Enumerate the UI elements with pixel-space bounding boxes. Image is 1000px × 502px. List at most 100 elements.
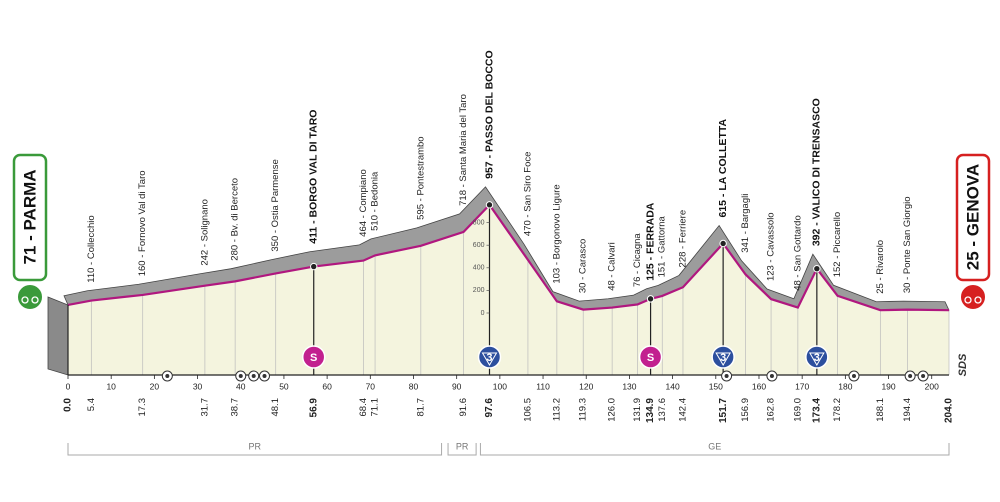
waypoint-label-bold: 411 - BORGO VAL DI TARO	[308, 110, 320, 244]
waypoint-label: 228 - Ferriere	[677, 210, 688, 268]
km-label: 169.0	[792, 398, 803, 422]
region-bracket	[67, 443, 443, 456]
region-bracket	[447, 443, 477, 456]
waypoint-dot	[646, 295, 655, 303]
x-tick-label: 120	[579, 381, 593, 391]
y-tick-label: 400	[473, 265, 485, 272]
waypoint-label: 30 - Ponte San Giorgio	[902, 196, 913, 293]
climb-icon	[481, 352, 498, 366]
waypoint-label: 103 - Borgonovo Ligure	[551, 184, 562, 283]
km-label: 5.4	[86, 398, 97, 411]
region-label: PR	[249, 441, 262, 451]
waypoint-label-bold: 615 - LA COLLETTA	[717, 119, 729, 218]
waypoint-label: 350 - Ostia Parmense	[270, 159, 281, 251]
x-tick-label: 160	[752, 381, 766, 391]
region-bracket	[479, 443, 950, 456]
point-icon-core	[921, 374, 926, 378]
y-tick-label: 800	[473, 219, 485, 226]
x-tick-label: 20	[150, 381, 160, 391]
km-label: 81.7	[415, 398, 426, 417]
point-icon-core	[851, 374, 856, 378]
point-icon-core	[251, 374, 256, 378]
climb-label: 3	[814, 352, 820, 364]
climb-label: 3	[486, 352, 492, 364]
sprint-label: S	[647, 352, 654, 364]
km-label: 151.7	[718, 398, 729, 423]
km-label: 38.7	[230, 398, 241, 417]
km-label: 56.9	[308, 398, 319, 418]
x-tick-label: 30	[193, 381, 203, 391]
waypoint-label: 30 - Carasco	[578, 239, 589, 293]
km-label: 204.0	[944, 398, 955, 423]
region-label: GE	[708, 441, 721, 451]
km-label: 156.9	[740, 398, 751, 422]
sprint-label: S	[310, 352, 317, 364]
waypoint-label: 152 - Piccarello	[832, 212, 843, 277]
point-icon-core	[262, 374, 267, 378]
km-label: 106.5	[522, 398, 533, 422]
km-label: 68.4	[358, 398, 369, 417]
climb-marker	[711, 345, 735, 369]
start-icon	[16, 283, 44, 311]
km-label: 119.3	[578, 398, 589, 421]
waypoint-label: 341 - Bargagli	[740, 194, 751, 253]
y-tick-label: 200	[473, 287, 485, 294]
x-tick-label: 140	[666, 381, 680, 391]
point-icon-core	[724, 374, 729, 378]
waypoint-dot	[719, 239, 727, 248]
waypoint-label: 123 - Cavassolo	[766, 212, 777, 281]
start-box	[12, 153, 48, 282]
waypoint-label-bold: 125 - FERRADA	[644, 202, 656, 281]
climb-icon	[715, 352, 732, 366]
sponsor-logo: SDS	[957, 353, 969, 376]
km-label: 126.0	[607, 398, 618, 422]
waypoint-label: 151 - Gattorna	[657, 215, 668, 277]
km-label: 0.0	[63, 398, 74, 412]
km-label: 134.9	[645, 398, 656, 423]
icon-wheel	[974, 296, 982, 304]
km-label: 97.6	[484, 398, 495, 418]
km-label: 48.1	[270, 398, 281, 417]
km-label: 188.1	[875, 398, 886, 422]
km-label: 113.2	[551, 398, 562, 421]
km-label: 194.4	[902, 398, 913, 422]
waypoint-label-bold: 957 - PASSO DEL BOCCO	[483, 50, 495, 179]
point-icon-core	[165, 374, 170, 378]
finish-box	[955, 153, 991, 282]
waypoint-label: 160 - Fornovo Val di Taro	[137, 170, 148, 276]
finish-label: 25 - GENOVA	[963, 164, 982, 270]
km-label: 17.3	[137, 398, 148, 417]
start-label: 71 - PARMA	[20, 169, 39, 264]
x-tick-label: 110	[536, 381, 550, 391]
waypoint-label: 718 - Santa Maria del Taro	[458, 94, 469, 206]
x-tick-label: 80	[409, 381, 419, 391]
profile-area	[68, 204, 949, 375]
waypoint-label: 280 - Bv. di Berceto	[230, 178, 241, 261]
waypoint-dot	[485, 201, 494, 209]
waypoint-label: 110 - Collecchio	[86, 215, 97, 282]
waypoint-label: 242 - Solignano	[199, 199, 210, 266]
region-label: PR	[456, 441, 469, 451]
x-tick-label: 10	[106, 381, 116, 391]
finish-icon	[959, 283, 987, 311]
x-tick-label: 100	[493, 381, 507, 391]
waypoint-label: 595 - Pontestrambo	[415, 136, 426, 219]
waypoint-dot	[310, 262, 318, 271]
point-icon-core	[769, 374, 774, 378]
x-tick-label: 50	[279, 381, 289, 391]
x-tick-label: 200	[925, 381, 939, 391]
y-tick-label: 600	[473, 242, 485, 249]
km-label: 137.6	[657, 398, 668, 422]
waypoint-dot	[813, 265, 821, 273]
km-label: 91.6	[458, 398, 469, 417]
waypoint-label-bold: 392 - VALICO DI TRENSASCO	[811, 98, 823, 246]
x-tick-label: 170	[795, 381, 809, 391]
km-label: 178.2	[832, 398, 843, 422]
icon-wheel	[31, 296, 39, 304]
point-icon-core	[908, 374, 913, 378]
icon-wheel	[964, 296, 972, 304]
x-tick-label: 70	[366, 381, 376, 391]
km-label: 142.4	[677, 398, 688, 422]
x-tick-label: 190	[881, 381, 895, 391]
